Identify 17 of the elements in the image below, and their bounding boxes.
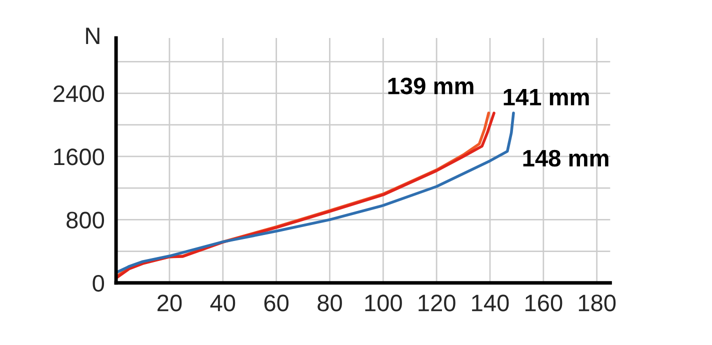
series-label: 139 mm xyxy=(388,78,474,94)
y-tick-label: 1600 xyxy=(54,148,104,166)
y-tick-label: 2400 xyxy=(54,85,104,102)
x-tick-label: 100 xyxy=(365,294,402,312)
x-tick-label: 80 xyxy=(318,294,342,312)
x-tick-label: 60 xyxy=(264,294,289,312)
series-label: 141 mm xyxy=(504,88,589,106)
series-label: 148 mm xyxy=(523,150,608,167)
y-tick-label: 800 xyxy=(66,212,104,228)
x-tick-label: 120 xyxy=(418,294,456,312)
x-tick-label: 40 xyxy=(210,294,236,312)
y-tick-label: 0 xyxy=(92,274,104,292)
y-axis-title: N xyxy=(86,28,100,44)
x-tick-label: 20 xyxy=(158,294,182,312)
x-tick-label: 160 xyxy=(526,294,562,312)
x-tick-label: 180 xyxy=(578,294,616,312)
x-tick-label: 140 xyxy=(472,294,509,312)
